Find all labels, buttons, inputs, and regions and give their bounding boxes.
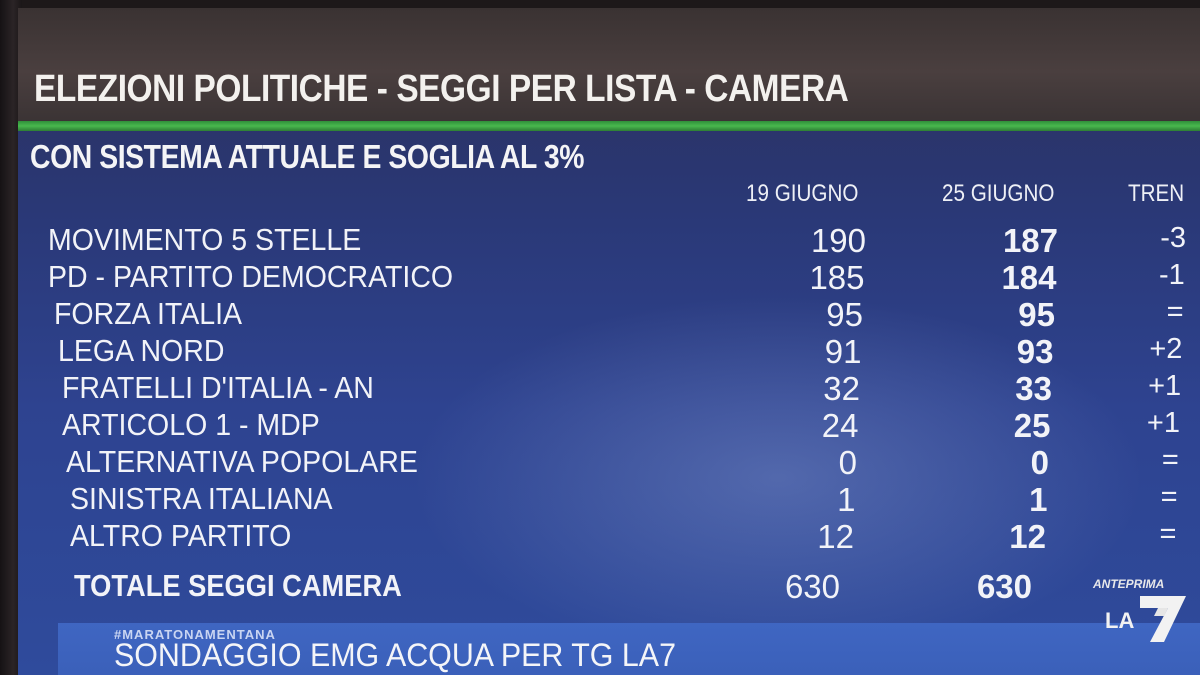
party-name: ALTERNATIVA POPOLARE xyxy=(66,444,418,479)
column-header-trend: TREN xyxy=(1128,180,1185,207)
party-name: SINISTRA ITALIANA xyxy=(70,481,333,516)
poll-source: SONDAGGIO EMG ACQUA PER TG LA7 xyxy=(114,637,676,673)
seat-trend: = xyxy=(1161,444,1179,476)
party-name: FRATELLI D'ITALIA - AN xyxy=(62,370,374,405)
seat-trend: = xyxy=(1166,296,1184,328)
page-title: ELEZIONI POLITICHE - SEGGI PER LISTA - C… xyxy=(34,68,849,110)
seats-june19: 185 xyxy=(809,259,865,296)
seats-june25: 25 xyxy=(1013,407,1051,444)
column-header-june25: 25 GIUGNO xyxy=(942,180,1055,207)
seat-trend: -3 xyxy=(1160,222,1186,254)
party-name: ARTICOLO 1 - MDP xyxy=(62,407,320,442)
seats-june25: 95 xyxy=(1018,296,1055,333)
seat-trend: = xyxy=(1160,481,1178,513)
seats-june19: 91 xyxy=(824,333,862,370)
seat-trend: +1 xyxy=(1148,370,1182,402)
seats-june19: 0 xyxy=(838,444,857,481)
table-row: MOVIMENTO 5 STELLE 190 187 -3 xyxy=(18,222,1200,259)
table-row: PD - PARTITO DEMOCRATICO 185 184 -1 xyxy=(18,259,1200,296)
seats-june25: 0 xyxy=(1030,444,1049,481)
seats-june19: 95 xyxy=(826,296,863,333)
table-row: LEGA NORD 91 93 +2 xyxy=(18,333,1200,370)
tv-bezel xyxy=(0,0,22,675)
table-row: ALTRO PARTITO 12 12 = xyxy=(18,518,1200,555)
total-june25: 630 xyxy=(976,568,1032,605)
party-name: MOVIMENTO 5 STELLE xyxy=(48,222,362,257)
page-subtitle: CON SISTEMA ATTUALE E SOGLIA AL 3% xyxy=(30,138,585,175)
seats-june25: 187 xyxy=(1002,222,1058,259)
tv-frame xyxy=(0,0,1200,10)
la7-logo-icon xyxy=(1140,596,1186,642)
seats-june19: 190 xyxy=(810,222,866,259)
seats-june19: 32 xyxy=(823,370,860,407)
seat-trend: -1 xyxy=(1159,259,1185,291)
seats-june25: 184 xyxy=(1001,259,1057,296)
footer-bar xyxy=(58,623,1200,675)
logo-brand: LA xyxy=(1105,608,1135,633)
seats-june25: 33 xyxy=(1015,370,1052,407)
title-divider xyxy=(18,121,1200,131)
logo-caption: ANTEPRIMA xyxy=(1093,577,1165,591)
seat-trend: = xyxy=(1159,518,1177,550)
column-header-june19: 19 GIUGNO xyxy=(746,180,859,207)
seat-trend: +2 xyxy=(1149,333,1183,365)
party-name: LEGA NORD xyxy=(58,333,225,368)
table-row: FORZA ITALIA 95 95 = xyxy=(18,296,1200,333)
title-bar xyxy=(18,8,1200,124)
hashtag: #MARATONAMENTANA xyxy=(114,627,276,642)
seat-trend: +1 xyxy=(1146,407,1180,439)
table-row: ALTERNATIVA POPOLARE 0 0 = xyxy=(18,444,1200,481)
seats-june19: 12 xyxy=(817,518,854,555)
seats-june25: 93 xyxy=(1016,333,1054,370)
total-june19: 630 xyxy=(784,568,840,605)
total-label: TOTALE SEGGI CAMERA xyxy=(74,568,402,603)
party-name: PD - PARTITO DEMOCRATICO xyxy=(48,259,454,294)
total-row: TOTALE SEGGI CAMERA 630 630 xyxy=(18,568,1200,605)
seats-june19: 1 xyxy=(837,481,856,518)
tv-screen: ELEZIONI POLITICHE - SEGGI PER LISTA - C… xyxy=(18,8,1200,675)
table-row: SINISTRA ITALIANA 1 1 = xyxy=(18,481,1200,518)
table-row: ARTICOLO 1 - MDP 24 25 +1 xyxy=(18,407,1200,444)
party-name: ALTRO PARTITO xyxy=(70,518,292,553)
table-row: FRATELLI D'ITALIA - AN 32 33 +1 xyxy=(18,370,1200,407)
seats-june19: 24 xyxy=(821,407,859,444)
seats-june25: 12 xyxy=(1009,518,1046,555)
party-name: FORZA ITALIA xyxy=(54,296,243,331)
seats-june25: 1 xyxy=(1029,481,1048,518)
